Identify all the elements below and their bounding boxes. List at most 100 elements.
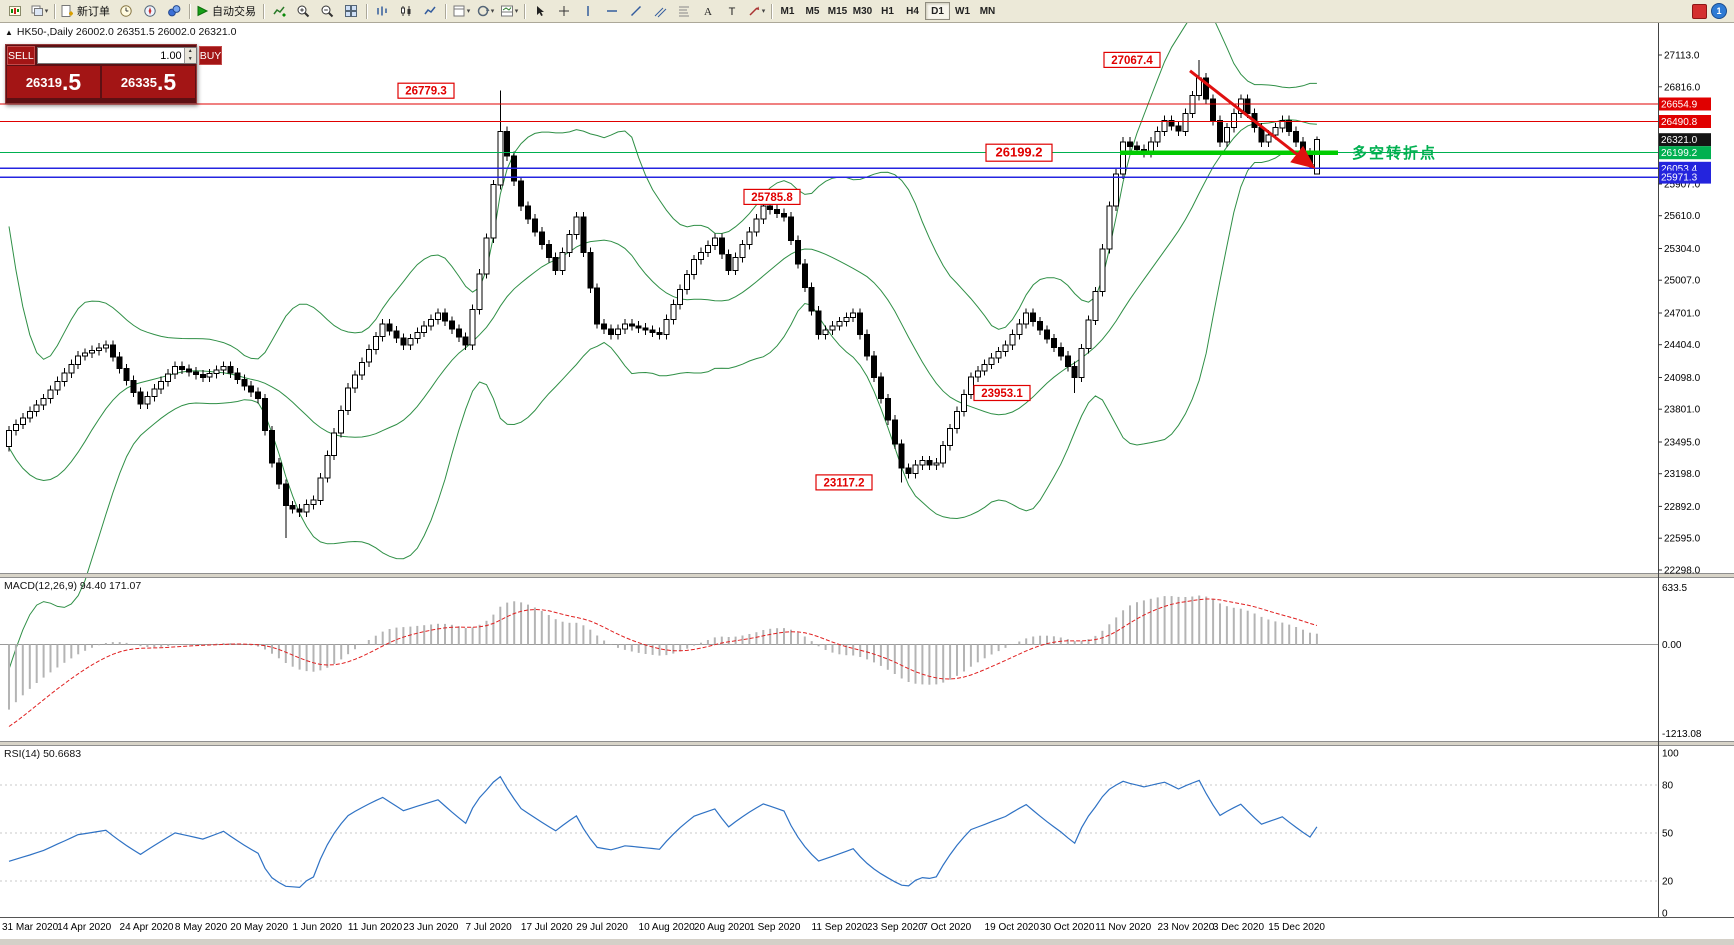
timeframe-mn-button[interactable]: MN (979, 5, 996, 17)
timeframe-d1-button[interactable]: D1 (925, 2, 950, 20)
trendline-button[interactable] (624, 1, 648, 21)
fibonacci-icon (677, 4, 691, 18)
terminal-button[interactable] (162, 1, 186, 21)
notification-badge[interactable]: 1 (1711, 3, 1727, 19)
price-axis[interactable] (1658, 23, 1734, 573)
svg-text:31 Mar 2020: 31 Mar 2020 (2, 922, 59, 933)
bollinger-upper-band (8, 23, 1317, 360)
chart-canvas[interactable]: 633.5 0.00 -1213.08 100 80 50 20 0 27113.0 26816.… (0, 23, 1734, 945)
trendline-icon (629, 4, 643, 18)
crosshair-button[interactable] (552, 1, 576, 21)
price-callout-25785.8[interactable]: 25785.8 (743, 188, 801, 205)
new-template-dropdown-icon[interactable]: ▾ (466, 8, 471, 15)
svg-text:24701.0: 24701.0 (1664, 308, 1701, 319)
price-callout-27067.4[interactable]: 27067.4 (1103, 51, 1161, 68)
buy-button[interactable]: BUY (198, 46, 223, 65)
new-order-button[interactable]: 新订单 (58, 1, 114, 21)
terminal-icon (167, 4, 181, 18)
text-label-button[interactable]: T (720, 1, 744, 21)
svg-text:-1213.08: -1213.08 (1662, 729, 1702, 740)
buy-price[interactable]: 26335.5 (102, 66, 195, 98)
timeframe-m30-button[interactable]: M30 (852, 5, 873, 17)
vertical-line-button[interactable] (576, 1, 600, 21)
profiles-button[interactable]: ▾ (27, 1, 51, 21)
svg-text:A: A (704, 6, 712, 18)
chart-candles-icon (399, 4, 413, 18)
volume-up-button[interactable]: ▲ (184, 48, 196, 56)
timeframe-m5-button[interactable]: M5 (805, 5, 820, 17)
macd-signal-line (8, 598, 1318, 727)
chart-line-button[interactable] (418, 1, 442, 21)
macd-histogram (8, 595, 1318, 710)
text-icon: A (701, 4, 715, 18)
panel-splitter-2[interactable] (0, 741, 1734, 746)
svg-text:23 Sep 2020: 23 Sep 2020 (867, 922, 924, 933)
timeframe-w1-button[interactable]: W1 (955, 5, 970, 17)
zoom-out-button[interactable] (315, 1, 339, 21)
text-button[interactable]: A (696, 1, 720, 21)
price-callout-23117.2[interactable]: 23117.2 (815, 474, 873, 491)
indicator-windows-dropdown-icon[interactable]: ▾ (514, 8, 519, 15)
add-indicator-button[interactable] (267, 1, 291, 21)
svg-text:22298.0: 22298.0 (1664, 565, 1701, 576)
svg-text:15 Dec 2020: 15 Dec 2020 (1268, 922, 1325, 933)
price-callout-23953.1[interactable]: 23953.1 (973, 384, 1031, 402)
market-watch-icon (119, 4, 133, 18)
one-click-collapse-icon[interactable]: ▲ (5, 28, 13, 37)
timeframe-h4-button[interactable]: H4 (906, 5, 919, 17)
zoom-in-button[interactable] (291, 1, 315, 21)
buy-price-main: 26335 (120, 74, 157, 90)
svg-text:0: 0 (1662, 909, 1668, 920)
chart-bars-button[interactable] (370, 1, 394, 21)
sell-price[interactable]: 26319.5 (7, 66, 100, 98)
svg-text:26816.0: 26816.0 (1664, 82, 1701, 93)
profiles-dropdown-icon[interactable]: ▾ (44, 8, 49, 15)
indicator-windows-button[interactable]: ▾ (497, 1, 521, 21)
svg-text:23 Jun 2020: 23 Jun 2020 (403, 922, 458, 933)
sell-button[interactable]: SELL (7, 46, 35, 65)
new-template-button[interactable]: ▾ (449, 1, 473, 21)
svg-text:50: 50 (1662, 829, 1674, 840)
market-watch-button[interactable] (114, 1, 138, 21)
symbol-ohlc-text: HK50-,Daily 26002.0 26351.5 26002.0 2632… (16, 26, 237, 38)
toolbar-separator (445, 3, 446, 19)
navigator-icon (143, 4, 157, 18)
autotrading-button[interactable]: 自动交易 (193, 1, 260, 21)
crosshair-icon (557, 4, 571, 18)
rsi-line (8, 775, 1318, 889)
cycles-dropdown-icon[interactable]: ▾ (490, 8, 495, 15)
timeframe-m1-button[interactable]: M1 (780, 5, 795, 17)
cursor-button[interactable] (528, 1, 552, 21)
horizontal-line-button[interactable] (600, 1, 624, 21)
svg-text:25007.0: 25007.0 (1664, 276, 1701, 287)
fibonacci-button[interactable] (672, 1, 696, 21)
navigator-button[interactable] (138, 1, 162, 21)
timeframe-m15-button[interactable]: M15 (827, 5, 848, 17)
sell-price-big-digit: .5 (61, 68, 82, 95)
cycles-button[interactable]: ▾ (473, 1, 497, 21)
notification-area: 1 (1692, 3, 1727, 19)
new-chart-button[interactable] (3, 1, 27, 21)
volume-field: ▲ ▼ (36, 47, 197, 64)
profiles-icon (30, 4, 44, 18)
price-callout-26779.3[interactable]: 26779.3 (397, 82, 455, 99)
panel-splitter-1[interactable] (0, 573, 1734, 578)
annotation-note-text[interactable]: 多空转折点 (1352, 145, 1438, 162)
price-callout-26199.2[interactable]: 26199.2 (985, 143, 1053, 162)
axis-price-label-26490.8: 26490.8 (1659, 115, 1711, 128)
arrows-button[interactable]: ▾ (744, 1, 768, 21)
volume-down-button[interactable]: ▼ (184, 55, 196, 63)
news-icon[interactable] (1692, 3, 1707, 19)
svg-text:24 Apr 2020: 24 Apr 2020 (120, 922, 174, 933)
chart-candles-button[interactable] (394, 1, 418, 21)
tile-windows-button[interactable] (339, 1, 363, 21)
volume-input[interactable] (37, 48, 184, 63)
svg-text:25971.3: 25971.3 (1661, 173, 1698, 184)
svg-text:633.5: 633.5 (1662, 583, 1687, 594)
svg-text:24404.0: 24404.0 (1664, 340, 1701, 351)
trend-arrow[interactable] (1189, 69, 1316, 169)
equidistant-channel-button[interactable] (648, 1, 672, 21)
arrows-dropdown-icon[interactable]: ▾ (761, 8, 766, 15)
chart-window: 633.5 0.00 -1213.08 100 80 50 20 0 27113.0 26816.… (0, 23, 1734, 945)
timeframe-h1-button[interactable]: H1 (881, 5, 894, 17)
